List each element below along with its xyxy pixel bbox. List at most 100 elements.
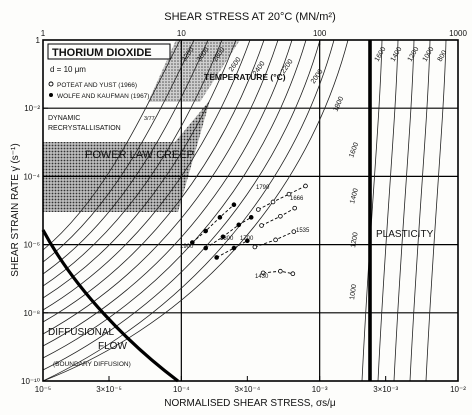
legend-filled-marker [49,93,53,97]
y-tick-label-5: 10⁻¹⁰ [21,377,40,386]
temperature-contour-2 [43,40,209,275]
data-label-1800: 1800 [220,236,234,242]
legend: POTEAT AND YUST (1966) WOLFE AND KAUFMAN… [48,81,149,100]
power-law-label: POWER LAW CREEP [85,149,194,161]
flow-label: FLOW [98,341,127,352]
plasticity-contour-2 [393,40,415,381]
x-tick-label-5: 3×10⁻³ [373,385,398,394]
dynamic-recryst-label: DYNAMIC RECRYSTALLISATION [48,115,121,132]
contour-label-1400: 1400 [349,188,360,205]
temperature-contour-11 [43,40,335,381]
data-label-1430: 1430 [255,274,269,280]
data-point-1900-2 [217,215,223,220]
data-point-1800-2 [236,222,242,228]
power-law-shaded-band-2 [150,100,210,212]
top-tick-label-1: 10 [177,29,186,38]
top-tick-label-2: 100 [313,29,327,38]
y-tick-label-1: 10⁻² [24,104,40,113]
data-point-1700-0 [214,255,219,260]
experimental-data [189,183,308,277]
temperature-contour-9 [43,40,307,359]
series-line-1790 [258,185,306,210]
data-point-1790-2 [286,191,292,197]
x-tick-label-1: 3×10⁻⁵ [96,385,122,394]
diffusional-boundary-line [41,229,179,383]
x-axis-label: NORMALISED SHEAR STRESS, σs/μ [164,398,336,409]
data-point-1666-2 [292,205,298,211]
contour-label-800-right: 800 [437,49,449,63]
contour-label-1800: 1800 [332,96,345,113]
top-axis-label: SHEAR STRESS AT 20°C (MN/m²) [164,11,335,23]
legend-label-open: POTEAT AND YUST (1966) [57,82,137,89]
plasticity-label: PLASTICITY [376,229,434,240]
temperature-contour-0 [43,40,181,251]
temperature-contour-8 [43,40,293,347]
contour-label-1200-right: 1200 [407,46,421,63]
y-axis-ticks: 1 10⁻² 10⁻⁴ 10⁻⁶ 10⁻⁸ 10⁻¹⁰ [21,36,48,386]
series-line-1900 [191,204,235,243]
title-box [47,43,171,60]
y-tick-label-4: 10⁻⁸ [24,309,41,318]
data-point-1900-1 [203,228,208,234]
data-label-1535: 1535 [296,228,310,234]
data-point-1535-1 [273,237,278,243]
temperature-contour-4 [43,40,237,299]
contour-label-1600: 1600 [348,142,360,159]
data-labels: 1790 1666 1535 1900 1800 1700 1430 [180,185,310,280]
plasticity-contour-1 [377,40,399,381]
data-point-1535-2 [291,229,297,234]
legend-open-marker [48,81,54,87]
x-tick-label-4: 10⁻³ [312,385,328,394]
temperature-contour-12 [43,40,349,381]
data-point-1430-0 [260,270,266,276]
data-point-1700-2 [245,238,250,244]
series-line-1800 [205,216,252,249]
diffusional-label: DIFFUSIONAL [48,327,115,338]
data-point-1666-1 [278,213,283,219]
x-tick-label-3: 3×10⁻⁴ [234,385,260,394]
temperature-header: TEMPERATURE (°C) [204,72,286,82]
contour-label-1200: 1200 [350,232,360,249]
temperature-contour-1 [43,40,195,263]
data-point-1430-2 [290,271,296,277]
contour-label-1400-right: 1400 [390,46,404,63]
chart-title: THORIUM DIOXIDE [52,47,152,59]
contour-labels: 3200 3000 2800 2600 2400 2200 2000 1800 … [181,46,449,300]
plot-frame [42,39,459,382]
temperature-contour-6 [43,40,265,323]
data-point-1535-0 [252,244,258,250]
y-tick-label-3: 10⁻⁶ [24,241,40,250]
plasticity-contour-0 [361,40,383,381]
temperature-contour-10 [43,40,321,371]
legend-label-filled: WOLFE AND KAUFMAN (1967) [57,93,149,100]
y-tick-label-0: 1 [36,36,41,45]
top-axis-ticks: 1 10 100 1000 [41,29,467,45]
data-point-1700-1 [231,245,237,251]
x-tick-label-0: 10⁻⁵ [35,385,51,394]
boundary-diffusion-label: (BOUNDARY DIFFUSION) [53,361,131,368]
plasticity-contour-3 [409,40,431,381]
contour-label-1600-right: 1600 [374,46,388,63]
data-point-1800-0 [203,245,208,251]
grain-size-label: d = 10 μm [50,65,86,74]
data-point-1790-3 [303,183,308,189]
x-tick-label-2: 10⁻⁴ [173,385,190,394]
data-label-1790: 1790 [256,185,270,191]
y-tick-label-2: 10⁻⁴ [23,172,40,181]
top-tick-label-3: 1000 [449,29,467,38]
x-tick-label-6: 10⁻² [450,385,466,394]
series-line-1700 [216,240,248,258]
top-tick-label-0: 1 [41,29,46,38]
power-law-shaded-band [43,142,175,212]
data-point-1800-1 [220,234,226,240]
data-label-1900: 1900 [180,244,194,250]
x-axis-ticks: 10⁻⁵ 3×10⁻⁵ 10⁻⁴ 3×10⁻⁴ 10⁻³ 3×10⁻³ 10⁻² [35,376,466,394]
contour-label-1000: 1000 [349,284,358,301]
data-point-1790-1 [270,199,276,205]
data-point-1800-3 [248,215,254,220]
tm-mark: 3/77 [144,116,155,122]
contour-label-2200: 2200 [280,58,295,75]
data-point-1790-0 [255,207,261,212]
